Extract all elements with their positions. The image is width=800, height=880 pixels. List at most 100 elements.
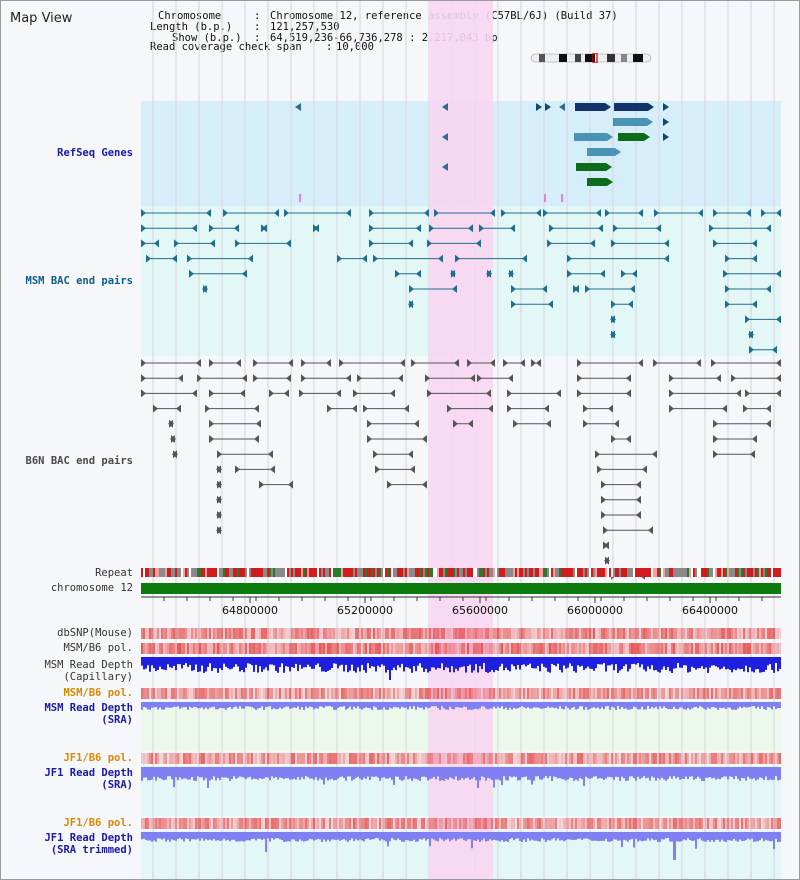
msm-sra-depth-bar — [623, 702, 625, 709]
dbsnp-cell — [641, 628, 643, 639]
b6n-bac-pair-end — [254, 435, 259, 443]
gene-exon — [618, 133, 644, 141]
b6n-bac-pair-end — [577, 359, 582, 367]
jf1-trim-depth-bar — [169, 832, 171, 842]
msm-pol-cell — [675, 643, 677, 654]
jf1-pol-cell — [253, 753, 255, 764]
msm-pol2-cell — [165, 688, 167, 699]
jf1-pol-cell — [217, 753, 219, 764]
msm-capillary-depth-bar — [599, 657, 601, 665]
jf1-trim-depth-bar — [389, 832, 391, 842]
jf1-trim-depth-bar — [525, 832, 527, 842]
dbsnp-cell — [359, 628, 361, 639]
msm-sra-depth-bar — [219, 702, 221, 708]
jf1-sra-depth-bar — [637, 767, 639, 777]
jf1-trim-depth-bar — [441, 832, 443, 840]
jf1-pol-cell — [537, 753, 539, 764]
jf1-trim-depth-bar — [247, 832, 249, 841]
msm-pol-cell — [201, 643, 203, 654]
msm-sra-depth-bar — [311, 702, 313, 708]
msm-capillary-depth-bar — [375, 657, 377, 672]
b6n-bac-pair-end — [336, 389, 341, 398]
jf1-sra-depth-bar — [675, 767, 677, 779]
jf1-sra-depth-bar — [663, 767, 665, 780]
msm-sra-depth-bar — [479, 702, 481, 709]
jf1-pol-cell — [711, 753, 713, 764]
page-title: Map View — [10, 11, 73, 26]
msm-pol2-cell — [229, 688, 231, 699]
msm-sra-depth-bar — [761, 702, 763, 707]
msm-pol-cell — [323, 643, 325, 654]
msm-pol2-cell — [207, 688, 209, 699]
jf1-pol-cell — [559, 753, 561, 764]
jf1-pol2-cell — [477, 818, 479, 829]
b6n-bac-pair-end — [375, 465, 380, 474]
msm-sra-depth-bar — [549, 702, 551, 708]
msm-pol-cell — [159, 643, 161, 654]
dbsnp-cell — [449, 628, 451, 639]
msm-capillary-depth-bar — [315, 657, 317, 665]
msm-bac-pair-end — [450, 269, 455, 278]
msm-capillary-depth-bar — [651, 657, 653, 666]
msm-sra-depth-bar — [213, 702, 215, 707]
msm-capillary-depth-bar — [179, 657, 181, 665]
jf1-trim-depth-bar — [161, 832, 163, 840]
repeat-segment — [601, 568, 603, 577]
msm-capillary-depth-bar — [355, 657, 357, 673]
jf1-trim-depth-bar — [759, 832, 761, 841]
msm-pol-cell — [507, 643, 509, 654]
msm-capillary-depth-bar — [351, 657, 353, 665]
jf1-trim-depth-bar — [449, 832, 451, 842]
msm-sra-depth-bar — [195, 702, 197, 708]
dbsnp-cell — [747, 628, 749, 639]
jf1-pol2-cell — [657, 818, 659, 829]
msm-pol-cell — [165, 643, 167, 654]
msm-sra-depth-bar — [539, 702, 541, 709]
jf1-pol-cell — [615, 753, 617, 764]
jf1-sra-depth-bar — [665, 767, 667, 781]
msm-pol2-cell — [651, 688, 653, 699]
jf1-sra-depth-bar — [487, 767, 489, 778]
dbsnp-cell — [409, 628, 411, 639]
repeat-segment — [505, 568, 507, 577]
jf1-trim-depth-bar — [739, 832, 741, 840]
repeat-segment — [197, 568, 199, 577]
jf1-trim-depth-bar — [181, 832, 183, 840]
msm-pol2-cell — [739, 688, 741, 699]
msm-pol2-cell — [687, 688, 689, 699]
dbsnp-cell — [733, 628, 735, 639]
repeat-segment — [483, 568, 485, 577]
dbsnp-cell — [201, 628, 203, 639]
dbsnp-cell — [597, 628, 599, 639]
dbsnp-cell — [363, 628, 365, 639]
repeat-segment — [567, 568, 569, 577]
repeat-segment — [205, 568, 207, 577]
msm-sra-depth-bar — [483, 702, 485, 707]
msm-pol-cell — [193, 643, 195, 654]
msm-capillary-depth-bar — [393, 657, 395, 668]
msm-capillary-depth-bar — [187, 657, 189, 667]
jf1-pol2-cell — [649, 818, 651, 829]
msm-capillary-depth-bar — [705, 657, 707, 668]
msm-sra-depth-bar — [429, 702, 431, 708]
repeat-segment — [485, 568, 487, 577]
chromosome-ideogram[interactable] — [529, 53, 653, 63]
dbsnp-cell — [665, 628, 667, 639]
jf1-pol2-cell — [225, 818, 227, 829]
dbsnp-cell — [623, 628, 625, 639]
repeat-segment — [673, 568, 675, 577]
jf1-pol2-cell — [621, 818, 623, 829]
msm-pol-cell — [383, 643, 385, 654]
msm-sra-depth-bar — [475, 702, 477, 709]
jf1-trim-depth-bar — [539, 832, 541, 842]
msm-pol-cell — [355, 643, 357, 654]
msm-pol2-cell — [345, 688, 347, 699]
jf1-pol2-cell — [707, 818, 709, 829]
msm-pol2-cell — [663, 688, 665, 699]
repeat-segment — [221, 568, 223, 577]
msm-sra-depth-bar — [157, 702, 159, 710]
repeat-segment — [417, 568, 419, 577]
jf1-pol-cell — [463, 753, 465, 764]
axis-tick-label: 64800000 — [222, 604, 278, 617]
